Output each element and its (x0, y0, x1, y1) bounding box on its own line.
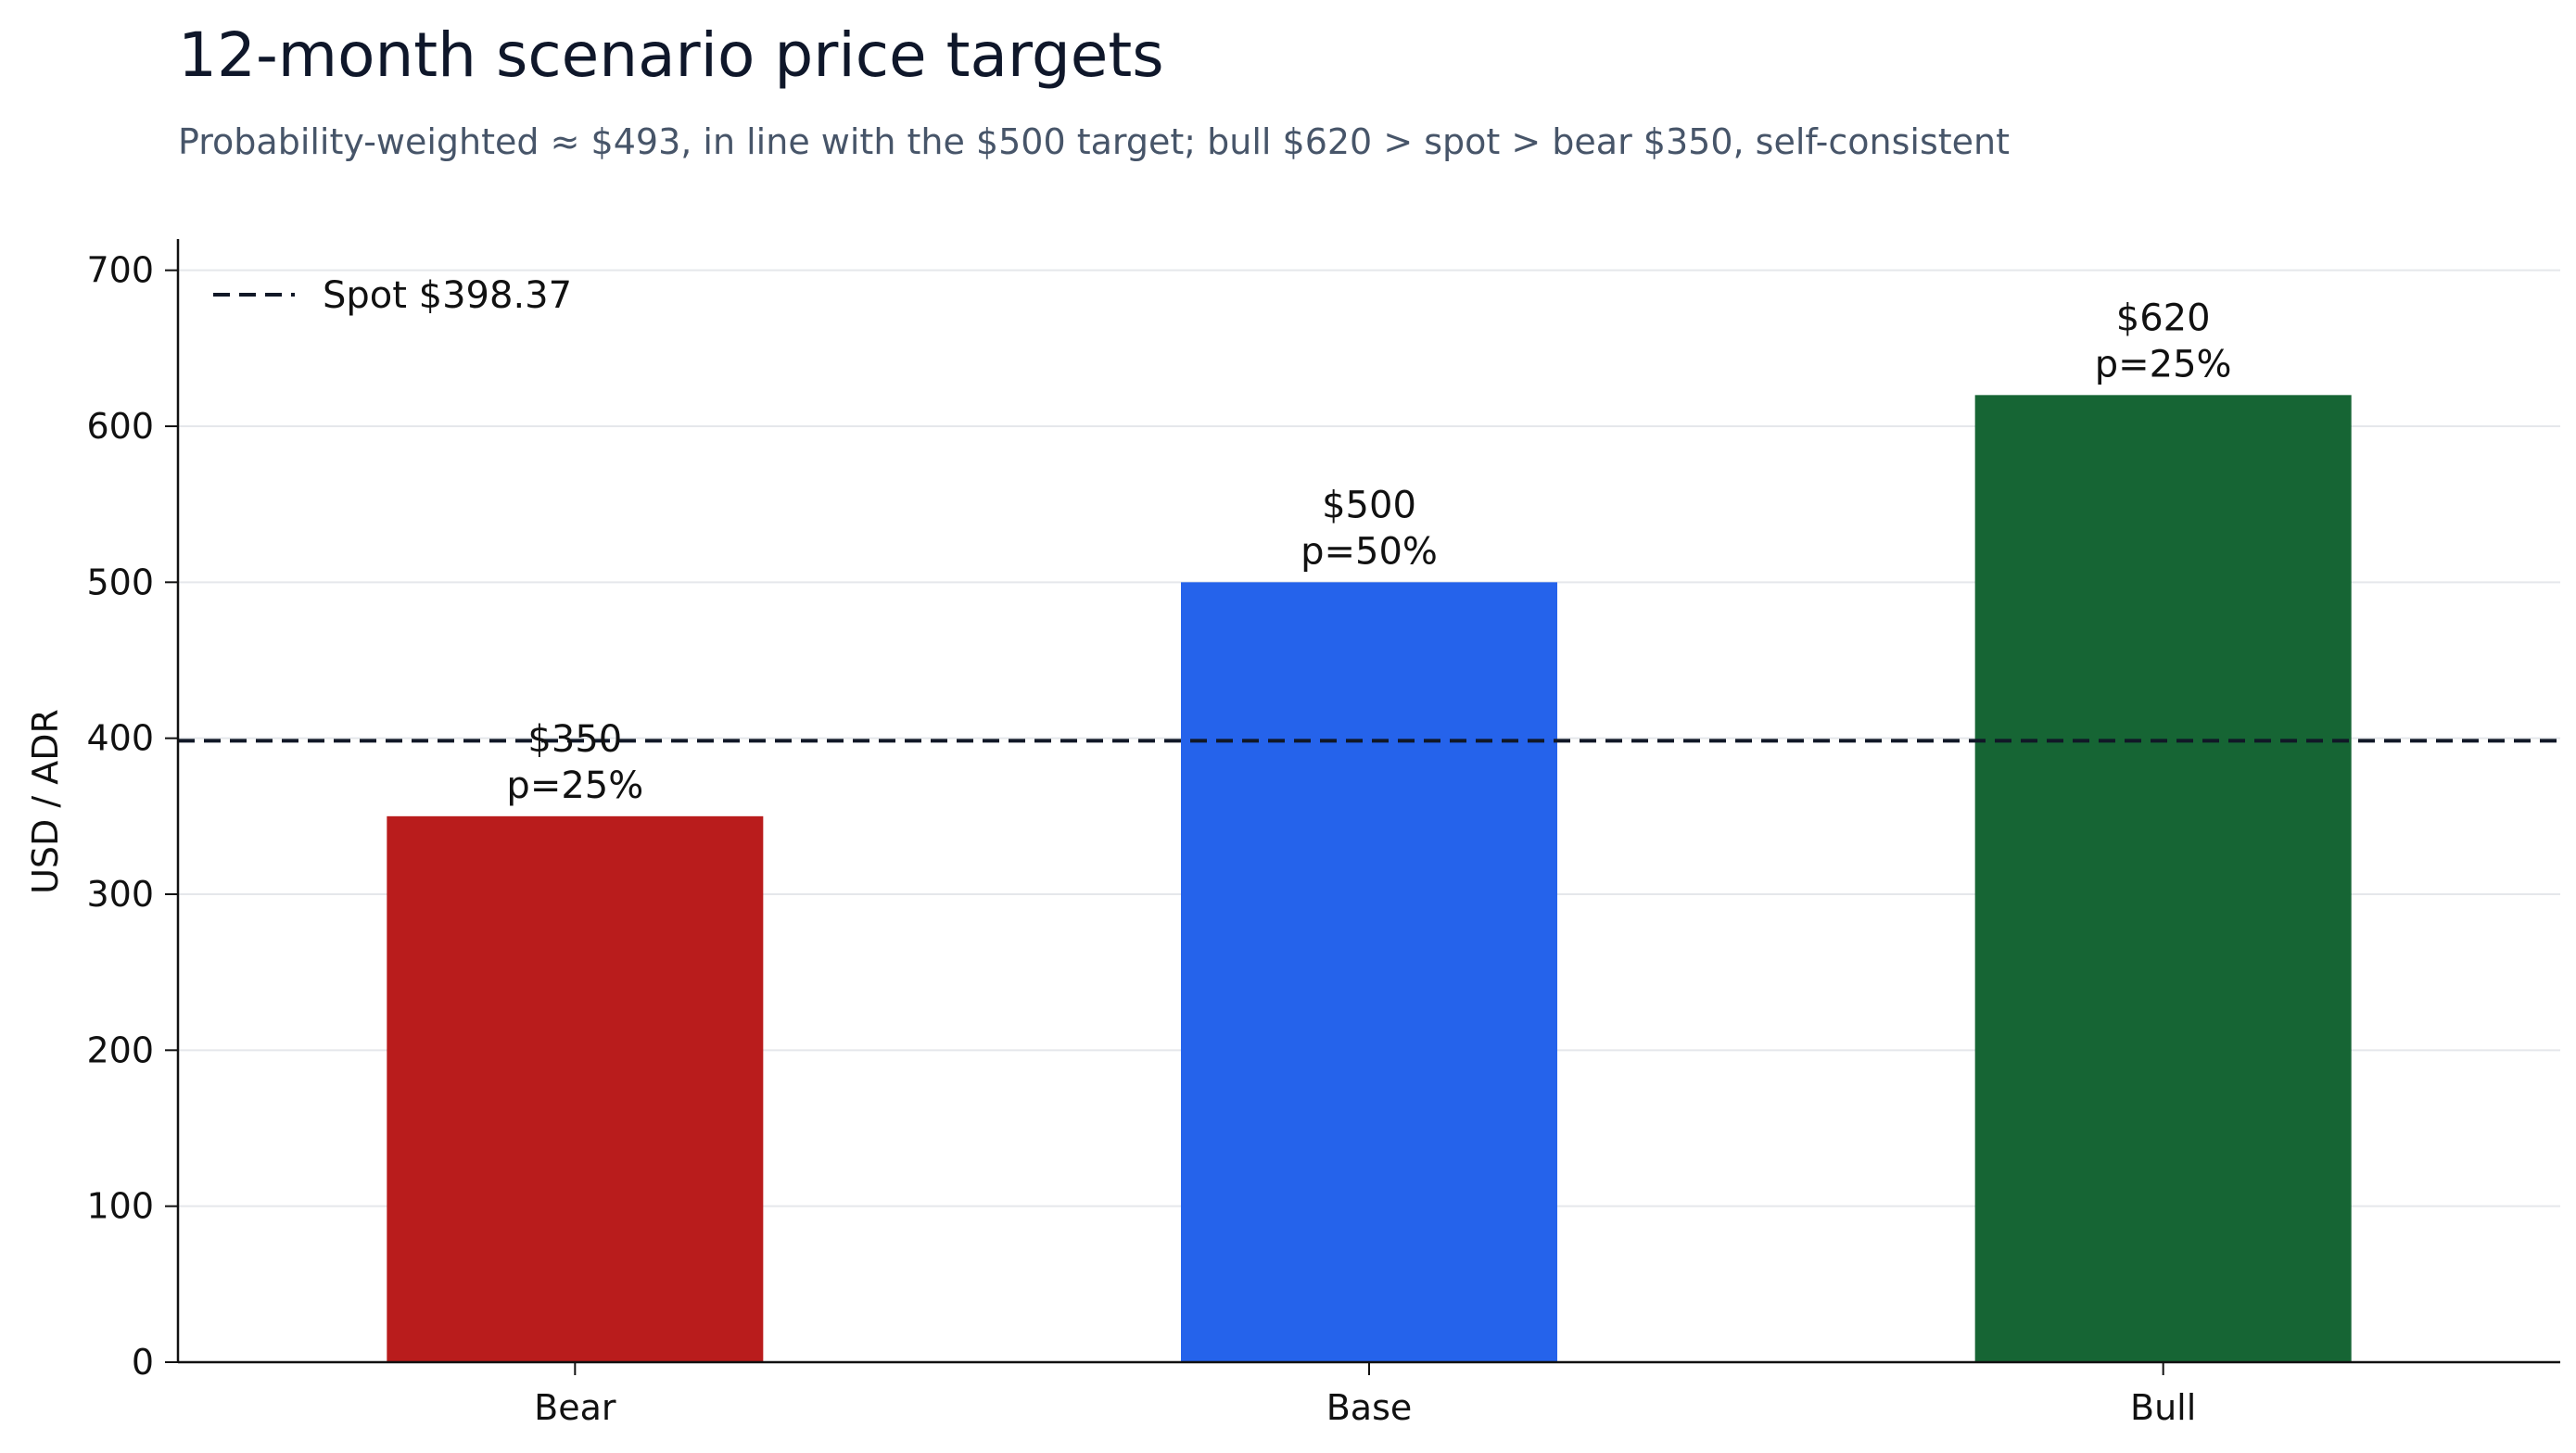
x-tick-label: Base (1326, 1387, 1413, 1428)
y-tick-label: 700 (86, 250, 154, 291)
y-tick-label: 500 (86, 562, 154, 602)
y-tick-label: 200 (86, 1030, 154, 1070)
axes: 0 100 200 300 400 500 600 700 Bear Base Bull (86, 239, 2560, 1428)
chart-subtitle: Probability-weighted ≈ $493, in line wit… (178, 121, 2010, 162)
y-axis-label: USD / ADR (25, 709, 66, 894)
y-tick-label: 300 (86, 874, 154, 915)
legend: Spot $398.37 (213, 274, 572, 317)
bar-bear (387, 815, 764, 1362)
x-tick-label: Bear (534, 1387, 616, 1428)
y-tick-label: 100 (86, 1186, 154, 1227)
x-tick-label: Bull (2130, 1387, 2196, 1428)
bars (387, 395, 2352, 1362)
bar-value-label: $350 (527, 718, 622, 761)
bar-probability-label: p=25% (2095, 343, 2232, 385)
bar-value-label: $620 (2116, 297, 2211, 339)
legend-label-spot: Spot $398.37 (323, 274, 572, 317)
y-tick-label: 400 (86, 718, 154, 759)
y-tick-label: 0 (132, 1342, 154, 1383)
bar-bull (1974, 395, 2352, 1362)
chart-title: 12-month scenario price targets (178, 19, 1164, 91)
bar-probability-label: p=25% (506, 764, 643, 807)
bar-value-label: $500 (1322, 484, 1416, 526)
bar-base (1181, 582, 1557, 1362)
bar-probability-label: p=50% (1301, 530, 1438, 573)
y-tick-label: 600 (86, 406, 154, 447)
